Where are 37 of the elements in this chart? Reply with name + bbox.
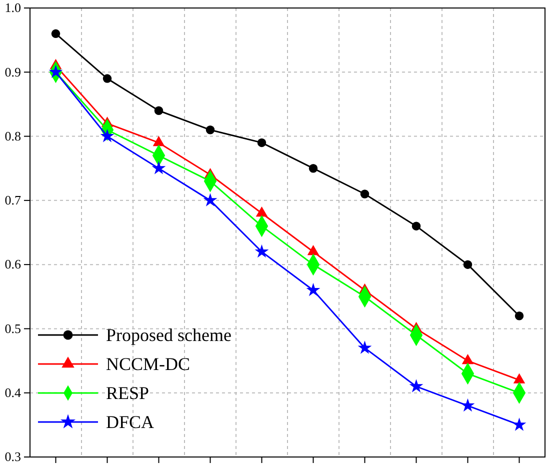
point	[307, 244, 320, 256]
y-tick-label: 0.4	[4, 385, 22, 400]
legend-label: DFCA	[106, 412, 154, 432]
y-tick-label: 0.5	[4, 320, 21, 336]
point	[412, 222, 421, 230]
point	[360, 190, 370, 198]
point	[152, 161, 166, 174]
point	[51, 29, 60, 38]
point	[308, 164, 318, 173]
point	[409, 379, 424, 392]
y-tick-label: 0.9	[4, 64, 21, 80]
point	[254, 244, 269, 258]
point	[100, 128, 114, 142]
y-tick-label: 1.0	[4, 0, 21, 16]
legend-label: NCCM-DC	[106, 354, 190, 374]
y-tick-label: 0.7	[4, 192, 22, 208]
point	[358, 340, 372, 354]
y-tick-label: 0.3	[4, 449, 21, 464]
point	[462, 354, 474, 364]
point	[154, 106, 164, 115]
point	[460, 398, 475, 412]
point	[203, 193, 218, 206]
point	[102, 74, 112, 83]
point	[463, 260, 472, 269]
point	[514, 312, 524, 320]
point	[256, 206, 268, 217]
y-tick-label: 0.6	[4, 256, 22, 272]
legend-label: Proposed scheme	[106, 325, 232, 345]
point	[306, 282, 320, 296]
point	[513, 373, 526, 384]
point	[257, 138, 266, 148]
point	[512, 418, 526, 431]
point	[152, 136, 165, 146]
legend-label: RESP	[106, 383, 150, 403]
y-tick-label: 0.8	[4, 128, 21, 144]
point	[48, 64, 63, 78]
point	[206, 126, 215, 134]
